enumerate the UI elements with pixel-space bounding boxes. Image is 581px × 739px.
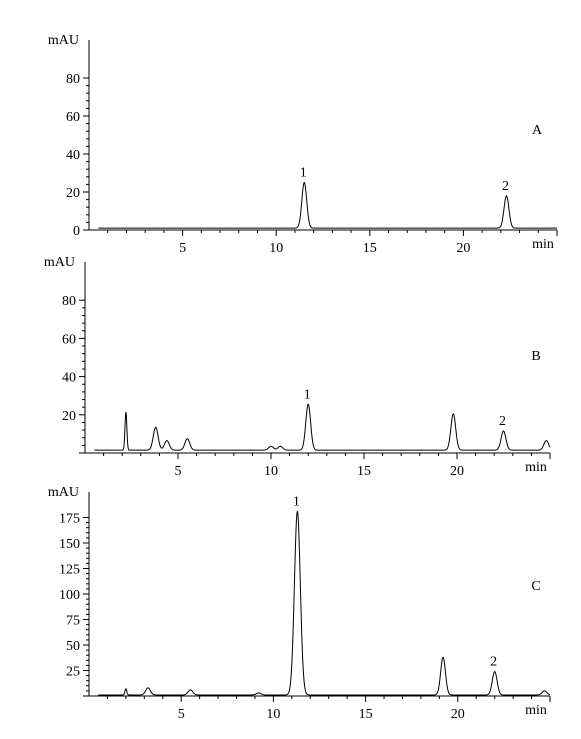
x-tick-label: 5 xyxy=(179,241,186,256)
y-tick-label: 20 xyxy=(66,186,80,201)
peak-label-1: 1 xyxy=(293,494,300,509)
peak-label-2: 2 xyxy=(499,414,506,429)
y-axis-label: mAU xyxy=(48,485,79,500)
x-tick-label: 15 xyxy=(359,707,373,722)
y-tick-label: 50 xyxy=(66,639,80,654)
y-tick-label: 20 xyxy=(62,409,76,424)
y-tick-label: 75 xyxy=(66,614,80,629)
y-tick-label: 60 xyxy=(62,332,76,347)
x-tick-label: 5 xyxy=(178,707,185,722)
x-tick-label: 10 xyxy=(264,464,278,479)
peak-label-1: 1 xyxy=(304,387,311,402)
x-tick-label: 15 xyxy=(363,241,377,256)
chart-panel-c: 5 10 15 20 min 25 50 75 100 125 150 175 mAU 1 2 C xyxy=(48,485,551,722)
x-tick-label: 5 xyxy=(175,464,182,479)
panel-label: C xyxy=(531,579,540,594)
x-tick-label: 20 xyxy=(450,464,464,479)
y-tick-label: 80 xyxy=(66,72,80,87)
y-tick-label: 40 xyxy=(62,371,76,386)
x-axis-label: min xyxy=(532,237,554,252)
chromatogram-trace xyxy=(98,181,557,229)
x-axis-label: min xyxy=(525,460,547,475)
x-tick-label: 15 xyxy=(357,464,371,479)
panel-label: A xyxy=(532,123,543,138)
y-tick-label: 175 xyxy=(59,512,80,527)
y-tick-label: 100 xyxy=(59,588,80,603)
chart-panel-a: 5 10 15 20 min 0 20 40 60 80 mAU 1 2 A xyxy=(48,33,558,256)
peak-label-2: 2 xyxy=(502,179,509,194)
x-tick-label: 10 xyxy=(269,241,283,256)
y-axis-label: mAU xyxy=(44,255,75,270)
y-tick-label: 125 xyxy=(59,563,80,578)
y-tick-label: 40 xyxy=(66,148,80,163)
y-tick-label: 60 xyxy=(66,110,80,125)
peak-label-2: 2 xyxy=(490,655,497,670)
chromatogram-trace xyxy=(94,403,551,451)
chromatogram-trace xyxy=(98,510,551,696)
x-tick-label: 20 xyxy=(456,241,470,256)
y-tick-label: 25 xyxy=(66,665,80,680)
panel-label: B xyxy=(531,349,540,364)
x-tick-label: 20 xyxy=(451,707,465,722)
y-tick-label: 0 xyxy=(73,224,80,239)
y-axis-label: mAU xyxy=(48,33,79,48)
y-tick-label: 150 xyxy=(59,537,80,552)
y-tick-label: 80 xyxy=(62,294,76,309)
x-axis-label: min xyxy=(525,703,547,718)
x-tick-label: 10 xyxy=(266,707,280,722)
peak-label-1: 1 xyxy=(300,166,307,181)
chart-panel-b: 5 10 15 20 min 20 40 60 80 mAU 1 2 B xyxy=(44,255,551,479)
